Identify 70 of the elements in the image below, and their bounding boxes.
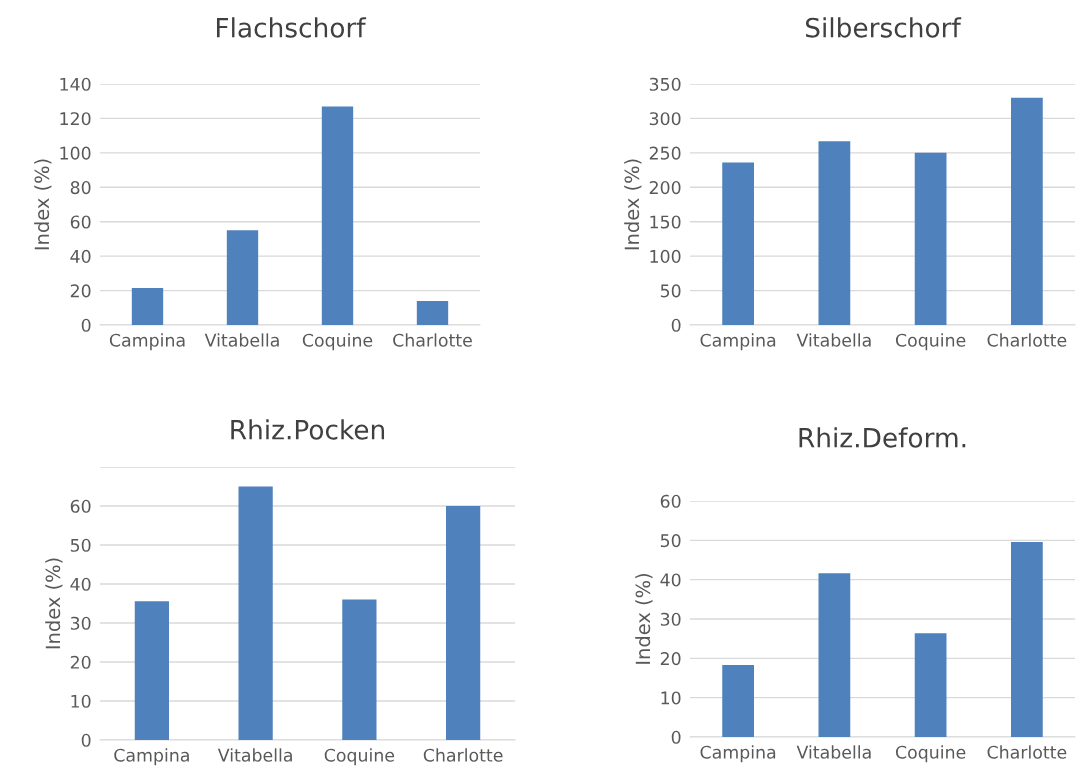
bar: [722, 162, 755, 325]
x-tick-label: Vitabella: [217, 748, 292, 762]
x-tick-label: Vitabella: [796, 333, 871, 347]
y-axis-title: Index (%): [45, 558, 63, 649]
x-tick-label: Campina: [114, 748, 189, 766]
y-tick-label: 40: [70, 577, 91, 591]
chart-title: Rhiz.Deform.: [799, 427, 966, 448]
y-tick-label: 30: [70, 616, 91, 630]
bar: [226, 230, 259, 325]
x-tick-label: Charlotte: [987, 333, 1067, 347]
y-axis-title: Index (%): [34, 159, 52, 250]
x-tick-label: Campina: [109, 333, 185, 351]
y-tick-label: 0: [671, 730, 681, 744]
x-tick-label: Campina: [700, 745, 776, 763]
y-tick-label: 60: [70, 215, 91, 229]
bar: [914, 633, 947, 737]
bar: [131, 287, 164, 325]
y-tick-label: 250: [649, 146, 681, 160]
x-tick-label: Vitabella: [204, 333, 279, 347]
bar: [238, 486, 273, 740]
y-tick-label: 120: [60, 112, 91, 126]
y-tick-label: 0: [81, 733, 91, 747]
bar: [818, 141, 851, 325]
y-tick-label: 0: [671, 318, 681, 332]
y-tick-label: 30: [660, 612, 681, 626]
y-tick-label: 50: [70, 538, 91, 552]
y-tick-label: 350: [649, 77, 681, 91]
bar: [342, 599, 377, 740]
bar: [416, 300, 449, 325]
bar: [446, 506, 481, 740]
y-tick-label: 40: [660, 573, 681, 587]
y-tick-label: 20: [660, 652, 681, 666]
x-tick-label: Coquine: [302, 333, 373, 351]
y-tick-label: 0: [81, 318, 91, 332]
chart-title: Rhiz.Pocken: [231, 419, 385, 440]
x-tick-label: Charlotte: [393, 333, 472, 347]
y-tick-label: 10: [71, 694, 91, 708]
bar: [914, 152, 947, 325]
y-tick-label: 80: [70, 181, 91, 195]
y-tick-label: 140: [60, 77, 91, 91]
y-tick-label: 150: [650, 215, 681, 229]
x-tick-label: Campina: [700, 333, 776, 351]
chart-title: Silberschorf: [805, 17, 962, 38]
y-axis-title: Index (%): [624, 159, 642, 250]
y-tick-label: 40: [70, 249, 91, 263]
bar: [1010, 541, 1043, 737]
y-tick-label: 20: [70, 655, 91, 669]
y-tick-label: 20: [70, 284, 91, 298]
x-tick-label: Coquine: [895, 745, 966, 763]
y-tick-label: 50: [660, 284, 681, 298]
chart-title: Flachschorf: [217, 17, 367, 38]
bar: [134, 601, 169, 740]
y-tick-label: 100: [650, 249, 681, 263]
x-tick-label: Coquine: [895, 333, 966, 351]
y-tick-label: 50: [660, 534, 681, 548]
bar: [321, 106, 354, 325]
y-tick-label: 100: [60, 146, 91, 160]
bar: [722, 665, 755, 737]
y-tick-label: 60: [660, 494, 681, 508]
x-tick-label: Coquine: [324, 748, 395, 766]
y-axis-title: Index (%): [635, 573, 653, 664]
y-tick-label: 200: [649, 181, 681, 195]
x-tick-label: Charlotte: [987, 745, 1067, 759]
x-tick-label: Charlotte: [423, 748, 503, 762]
y-tick-label: 10: [661, 691, 681, 705]
bar: [818, 573, 851, 737]
bar: [1010, 97, 1043, 325]
y-tick-label: 60: [70, 499, 91, 513]
y-tick-label: 300: [649, 112, 681, 126]
x-tick-label: Vitabella: [796, 745, 871, 759]
